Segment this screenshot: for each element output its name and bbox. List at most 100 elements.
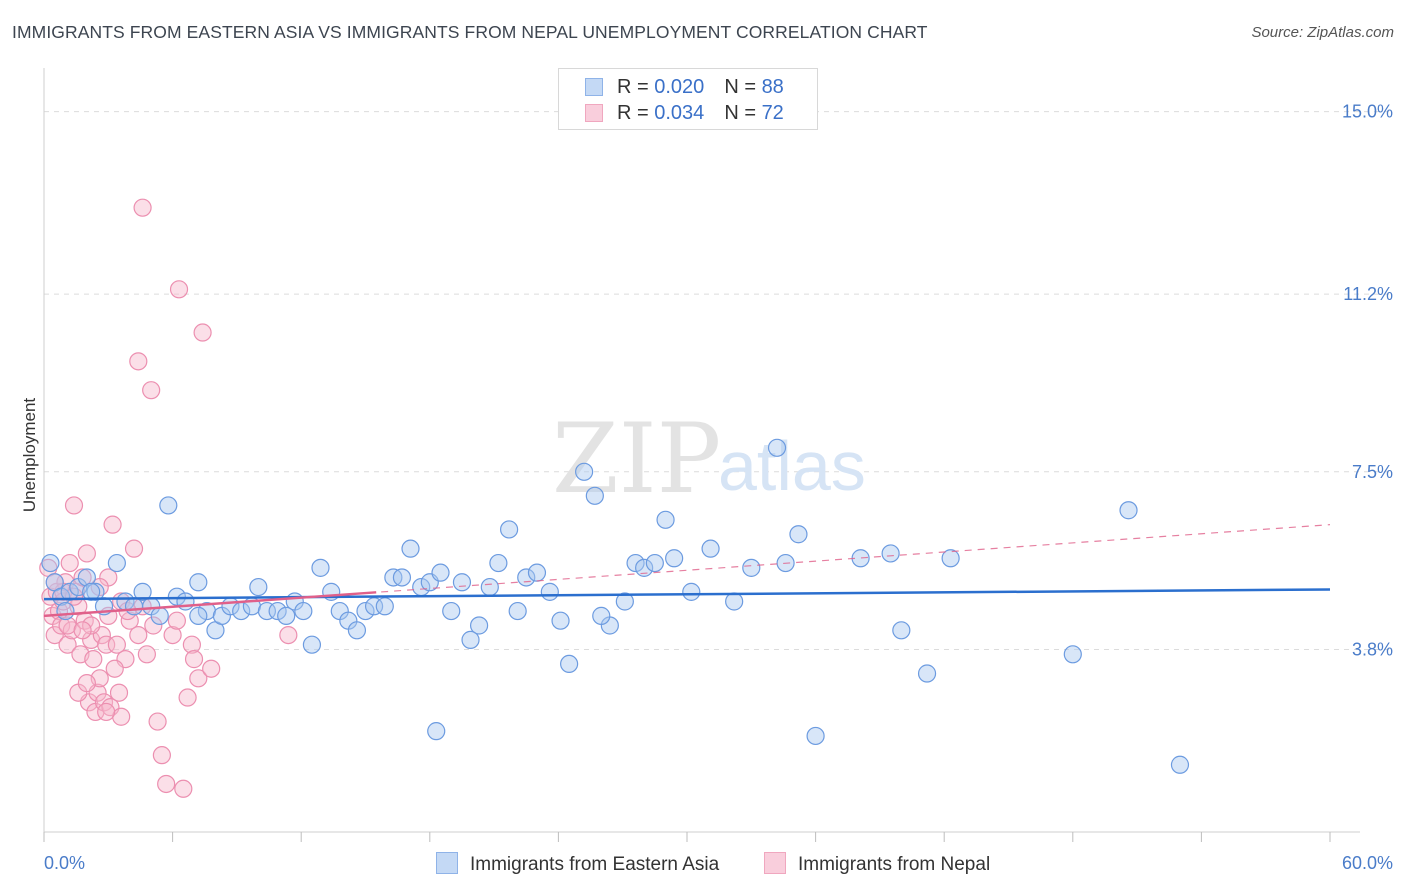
nepal-point xyxy=(167,611,186,630)
nepal-point xyxy=(73,568,92,587)
eastern-asia-point xyxy=(1063,645,1082,664)
eastern-asia-point xyxy=(941,549,960,568)
eastern-asia-point xyxy=(806,726,825,746)
eastern-asia-point xyxy=(1119,501,1138,520)
eastern-asia-point xyxy=(302,635,322,654)
eastern-asia-point xyxy=(656,510,675,529)
nepal-point xyxy=(178,688,197,707)
eastern-asia-point xyxy=(508,601,527,621)
eastern-asia-point xyxy=(1170,755,1190,774)
legend-swatch-pink xyxy=(585,104,603,122)
eastern-asia-point xyxy=(615,592,634,611)
watermark-zip: ZIP xyxy=(552,403,721,515)
nepal-point xyxy=(84,650,103,669)
eastern-asia-point xyxy=(645,553,664,573)
eastern-asia-point xyxy=(167,587,186,606)
chart-title: IMMIGRANTS FROM EASTERN ASIA VS IMMIGRAN… xyxy=(12,22,928,42)
nepal-points xyxy=(39,198,298,798)
eastern-asia-point xyxy=(294,601,313,621)
nepal-point xyxy=(97,702,116,722)
y-tick-label: 11.2% xyxy=(1343,284,1393,304)
nepal-point xyxy=(182,635,201,654)
eastern-asia-point xyxy=(77,568,96,587)
legend-row-eastern-asia: R = 0.020 N = 88 xyxy=(585,76,784,100)
eastern-asia-point xyxy=(392,568,412,587)
eastern-asia-point xyxy=(150,606,169,625)
legend-n-value: 72 xyxy=(761,102,784,124)
eastern-asia-point xyxy=(551,611,570,630)
nepal-point xyxy=(52,616,71,635)
y-tick-label: 7.5% xyxy=(1352,462,1393,482)
eastern-asia-point xyxy=(575,462,594,481)
legend-r-value: 0.034 xyxy=(654,102,705,124)
legend-row-nepal: R = 0.034 N = 72 xyxy=(585,102,784,126)
eastern-asia-point xyxy=(585,486,604,505)
eastern-asia-point xyxy=(86,582,105,601)
eastern-asia-point xyxy=(489,553,508,573)
eastern-asia-point xyxy=(527,563,547,582)
eastern-asia-point xyxy=(347,621,367,640)
eastern-asia-point xyxy=(311,558,330,577)
y-tick-label: 3.8% xyxy=(1352,640,1393,660)
legend-r-label: R = xyxy=(617,76,655,98)
eastern-asia-point xyxy=(189,573,208,592)
eastern-asia-point xyxy=(626,553,645,573)
eastern-asia-point xyxy=(41,553,60,573)
eastern-asia-point xyxy=(701,539,720,558)
eastern-asia-point xyxy=(767,438,787,457)
correlation-legend: R = 0.020 N = 88 R = 0.034 N = 72 xyxy=(558,68,818,130)
nepal-point xyxy=(103,515,122,534)
legend-swatch-blue xyxy=(585,78,603,96)
eastern-asia-point xyxy=(682,582,701,601)
eastern-asia-point xyxy=(107,553,126,573)
eastern-asia-point xyxy=(480,577,499,597)
nepal-point xyxy=(45,625,64,645)
eastern-asia-point xyxy=(665,549,684,568)
eastern-asia-point xyxy=(401,539,420,558)
eastern-asia-point xyxy=(892,621,911,640)
eastern-asia-point xyxy=(249,577,268,597)
nepal-point xyxy=(163,625,182,645)
nepal-point xyxy=(169,280,189,299)
eastern-asia-point xyxy=(427,722,446,741)
eastern-asia-trend-line xyxy=(43,588,1331,601)
eastern-asia-point xyxy=(540,582,559,601)
eastern-asia-point xyxy=(52,587,71,606)
eastern-asia-point xyxy=(257,601,277,621)
eastern-asia-point xyxy=(159,496,178,515)
eastern-asia-point xyxy=(56,601,75,621)
nepal-point xyxy=(97,635,116,654)
bottom-legend-eastern-asia: Immigrants from Eastern Asia xyxy=(436,852,719,876)
nepal-point xyxy=(133,198,152,217)
nepal-point xyxy=(142,381,161,400)
eastern-asia-point xyxy=(452,573,472,592)
eastern-asia-point xyxy=(469,616,489,635)
eastern-asia-point xyxy=(789,525,808,544)
nepal-point xyxy=(129,625,148,645)
nepal-point xyxy=(129,352,148,371)
chart-source: Source: ZipAtlas.com xyxy=(1251,24,1394,41)
eastern-asia-point xyxy=(635,558,654,577)
eastern-asia-point xyxy=(442,601,461,621)
grid-lines xyxy=(44,111,1390,651)
eastern-asia-point xyxy=(60,582,79,601)
bottom-legend-label: Immigrants from Eastern Asia xyxy=(470,854,720,875)
eastern-asia-point xyxy=(500,520,519,539)
nepal-point xyxy=(105,659,124,678)
eastern-asia-point xyxy=(560,654,579,674)
eastern-asia-point xyxy=(356,601,375,621)
nepal-point xyxy=(107,635,126,654)
nepal-point xyxy=(193,323,212,342)
legend-r-label: R = xyxy=(617,102,655,124)
nepal-point xyxy=(64,496,84,515)
nepal-point xyxy=(77,544,96,563)
eastern-asia-point xyxy=(268,601,287,621)
legend-n-value: 88 xyxy=(761,76,784,98)
nepal-point xyxy=(189,669,208,688)
bottom-legend-swatch-pink xyxy=(764,852,786,874)
nepal-point xyxy=(109,683,129,702)
nepal-point xyxy=(58,635,77,654)
nepal-point xyxy=(60,553,79,573)
tick-labels: 3.8% 7.5% 11.2% 15.0% 0.0% 60.0% xyxy=(44,102,1393,873)
nepal-point xyxy=(144,616,163,635)
